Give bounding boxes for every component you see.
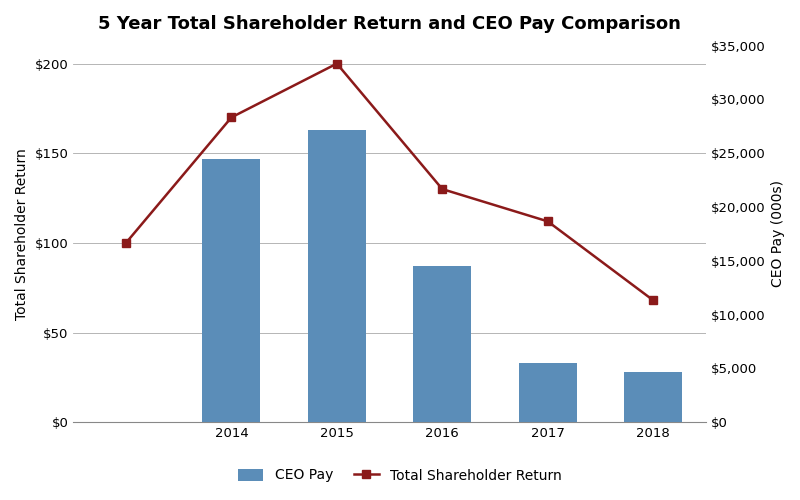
Total Shareholder Return	[648, 297, 658, 303]
Total Shareholder Return	[226, 114, 236, 120]
Total Shareholder Return	[543, 218, 553, 224]
Bar	[202, 158, 261, 422]
Bar	[414, 266, 471, 422]
Bar	[624, 372, 682, 422]
Title: 5 Year Total Shareholder Return and CEO Pay Comparison: 5 Year Total Shareholder Return and CEO …	[98, 15, 681, 33]
Y-axis label: Total Shareholder Return: Total Shareholder Return	[15, 148, 29, 320]
Bar	[518, 363, 577, 422]
Y-axis label: CEO Pay (000s): CEO Pay (000s)	[771, 180, 785, 288]
Legend: CEO Pay, Total Shareholder Return: CEO Pay, Total Shareholder Return	[233, 463, 567, 488]
Bar	[308, 130, 366, 422]
Total Shareholder Return	[438, 186, 447, 192]
Total Shareholder Return	[122, 240, 131, 246]
Total Shareholder Return	[332, 60, 342, 66]
Line: Total Shareholder Return: Total Shareholder Return	[122, 60, 658, 304]
